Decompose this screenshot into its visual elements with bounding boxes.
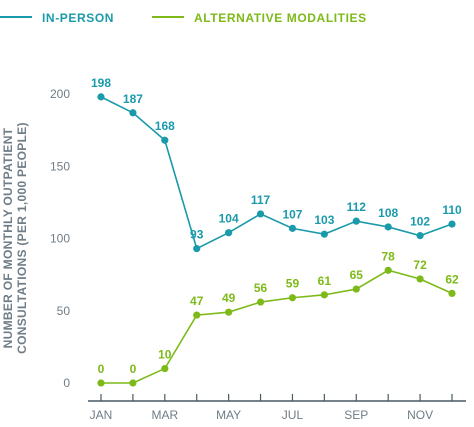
data-point-in-person bbox=[97, 93, 105, 101]
data-label-alternative-modalities: 59 bbox=[286, 277, 300, 291]
data-point-in-person bbox=[225, 229, 233, 237]
legend-label-alternative-modalities: ALTERNATIVE MODALITIES bbox=[194, 11, 367, 25]
data-point-alternative-modalities bbox=[97, 379, 105, 387]
x-axis: JAN MAR MAY JUL SEP NOV bbox=[90, 394, 453, 422]
data-label-alternative-modalities: 62 bbox=[445, 272, 459, 286]
data-label-in-person: 93 bbox=[190, 228, 204, 242]
series-in-person: 198 187 168 93 104 117 107 103 112 108 102 110 bbox=[91, 76, 462, 253]
y-tick-label: 100 bbox=[50, 232, 70, 246]
data-label-alternative-modalities: 49 bbox=[222, 291, 236, 305]
data-label-in-person: 102 bbox=[410, 215, 430, 229]
data-point-in-person bbox=[193, 245, 201, 253]
y-axis-title-line-1: NUMBER OF MONTHLY OUTPATIENT bbox=[1, 127, 15, 348]
data-label-in-person: 103 bbox=[314, 213, 334, 227]
data-label-alternative-modalities: 78 bbox=[382, 249, 396, 263]
data-label-in-person: 108 bbox=[378, 206, 398, 220]
data-point-alternative-modalities bbox=[384, 266, 392, 274]
y-tick-label: 0 bbox=[63, 376, 70, 390]
data-point-alternative-modalities bbox=[320, 291, 328, 299]
data-point-alternative-modalities bbox=[288, 294, 297, 302]
data-label-alternative-modalities: 10 bbox=[158, 348, 172, 362]
data-point-in-person bbox=[320, 230, 328, 238]
data-point-in-person bbox=[256, 210, 265, 218]
data-label-alternative-modalities: 56 bbox=[254, 281, 268, 295]
data-point-alternative-modalities bbox=[225, 308, 233, 316]
data-label-in-person: 168 bbox=[155, 119, 175, 133]
y-tick-label: 150 bbox=[50, 159, 70, 173]
series-line-alternative-modalities bbox=[101, 269, 453, 384]
legend-label-in-person: IN-PERSON bbox=[42, 11, 114, 25]
series-alternative-modalities: 0 0 10 47 49 56 59 61 65 78 72 62 bbox=[97, 249, 459, 387]
y-tick-label: 50 bbox=[57, 304, 71, 318]
data-point-alternative-modalities bbox=[448, 289, 456, 298]
x-tick-label: JUL bbox=[282, 408, 304, 422]
data-label-alternative-modalities: 65 bbox=[350, 268, 364, 282]
data-point-in-person bbox=[416, 232, 424, 240]
data-point-in-person bbox=[129, 109, 137, 117]
y-axis: 0 50 100 150 200 bbox=[50, 87, 70, 390]
data-label-in-person: 187 bbox=[123, 92, 143, 106]
data-label-alternative-modalities: 0 bbox=[130, 362, 137, 376]
x-tick-label: JAN bbox=[90, 408, 113, 422]
data-label-in-person: 117 bbox=[251, 193, 271, 207]
series-line-in-person bbox=[100, 96, 453, 250]
data-point-alternative-modalities bbox=[416, 275, 424, 283]
data-label-in-person: 104 bbox=[219, 212, 239, 226]
data-label-in-person: 198 bbox=[91, 76, 111, 90]
data-label-in-person: 107 bbox=[282, 207, 302, 221]
data-label-alternative-modalities: 72 bbox=[413, 258, 427, 272]
data-point-alternative-modalities bbox=[193, 311, 201, 319]
data-point-in-person bbox=[288, 224, 297, 232]
data-label-alternative-modalities: 47 bbox=[190, 294, 204, 308]
x-tick-label: NOV bbox=[407, 408, 433, 422]
data-point-in-person bbox=[448, 220, 456, 228]
data-label-in-person: 112 bbox=[347, 200, 367, 214]
legend: IN-PERSON ALTERNATIVE MODALITIES bbox=[0, 11, 367, 25]
y-tick-label: 200 bbox=[50, 87, 70, 101]
data-label-in-person: 110 bbox=[442, 203, 462, 217]
data-point-in-person bbox=[384, 223, 392, 231]
data-label-alternative-modalities: 61 bbox=[318, 274, 332, 288]
series-layer: 198 187 168 93 104 117 107 103 112 108 102 110 0 0 10 4… bbox=[91, 76, 462, 387]
data-point-in-person bbox=[352, 217, 360, 225]
data-point-alternative-modalities bbox=[129, 379, 137, 387]
x-tick-label: MAR bbox=[151, 408, 178, 422]
x-tick-label: MAY bbox=[216, 408, 241, 422]
data-point-in-person bbox=[161, 136, 169, 144]
x-tick-label: SEP bbox=[344, 408, 368, 422]
y-axis-title: NUMBER OF MONTHLY OUTPATIENT CONSULTATIO… bbox=[1, 122, 29, 354]
data-label-alternative-modalities: 0 bbox=[98, 362, 105, 376]
y-axis-title-line-2: CONSULTATIONS (PER 1,000 PEOPLE) bbox=[15, 122, 29, 354]
data-point-alternative-modalities bbox=[161, 364, 169, 373]
data-point-alternative-modalities bbox=[256, 298, 265, 306]
data-point-alternative-modalities bbox=[352, 285, 360, 293]
